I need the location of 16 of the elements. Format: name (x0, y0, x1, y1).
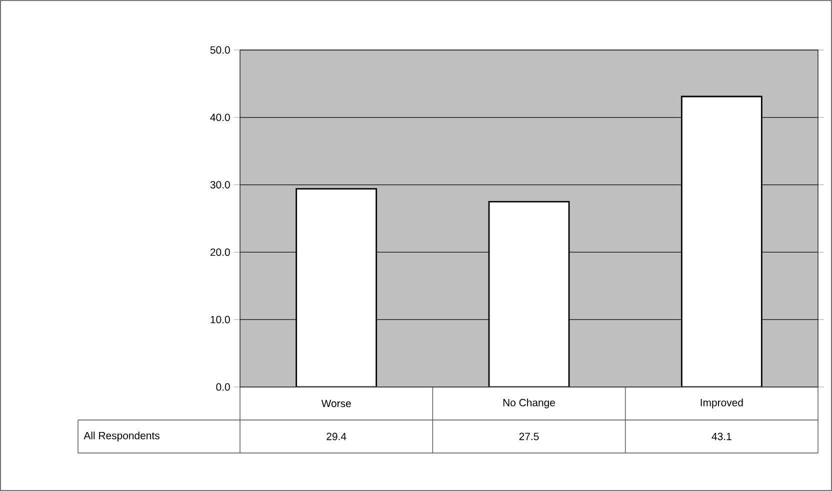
x-tick-label: Worse (321, 400, 351, 408)
y-tick-label: 30.0 (210, 181, 230, 188)
y-tick-label: 10.0 (210, 316, 230, 324)
x-tick-label: Improved (700, 398, 743, 408)
bar (488, 200, 570, 387)
data-label: 27.5 (519, 432, 539, 440)
bar (680, 96, 762, 387)
bar (296, 188, 378, 387)
y-tick-label: 50.0 (210, 46, 230, 54)
x-tick-label: No Change (503, 398, 555, 408)
data-label: 43.1 (712, 432, 732, 440)
text: All Respondents (84, 432, 160, 442)
data-label: 29.4 (326, 432, 346, 440)
y-tick-label: 0.0 (216, 383, 230, 391)
y-tick-label: 20.0 (210, 248, 230, 256)
y-tick-label: 40.0 (210, 114, 230, 122)
